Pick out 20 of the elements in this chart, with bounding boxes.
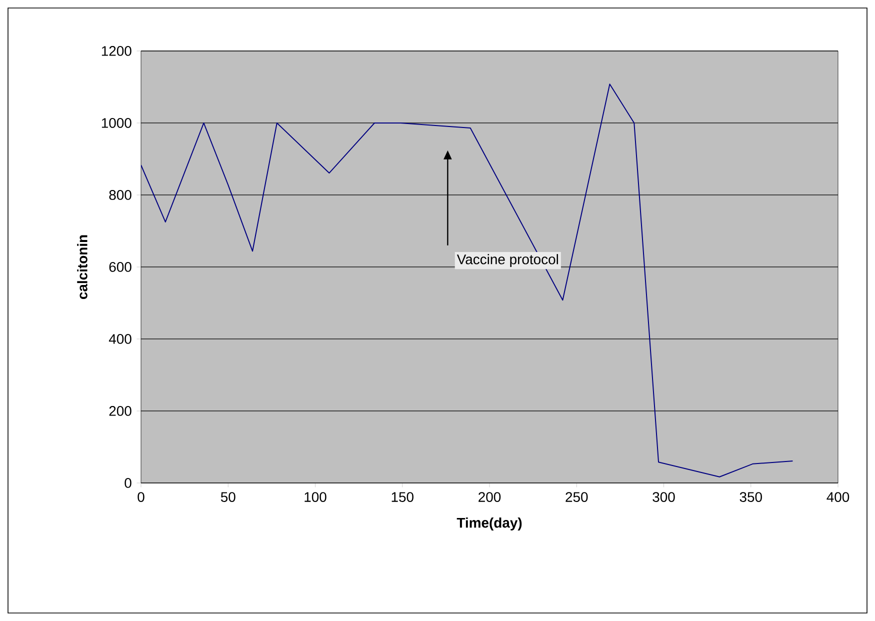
y-tick-label: 600 [109, 262, 132, 272]
x-tick-label: 250 [566, 492, 588, 502]
y-tick-label: 200 [109, 406, 132, 416]
x-tick-label: 0 [138, 492, 144, 502]
x-axis-title: Time(day) [456, 517, 522, 530]
y-tick-label: 0 [124, 478, 132, 488]
line-series [141, 84, 794, 478]
x-tick-label: 300 [652, 492, 675, 502]
x-tick-label: 350 [740, 492, 762, 502]
y-tick-label: 1200 [102, 46, 132, 56]
y-axis-title: calcitonin [77, 235, 88, 299]
x-tick-label: 200 [478, 492, 501, 502]
y-tick-label: 800 [109, 190, 132, 200]
y-tick-label: 1000 [102, 118, 132, 128]
x-tick-label: 400 [826, 492, 850, 502]
y-tick-label: 400 [108, 334, 132, 344]
x-tick-label: 150 [392, 492, 414, 502]
x-tick-label: 100 [304, 492, 326, 502]
x-tick-label: 50 [220, 492, 236, 502]
annotation: Vaccine protocol [456, 254, 558, 268]
